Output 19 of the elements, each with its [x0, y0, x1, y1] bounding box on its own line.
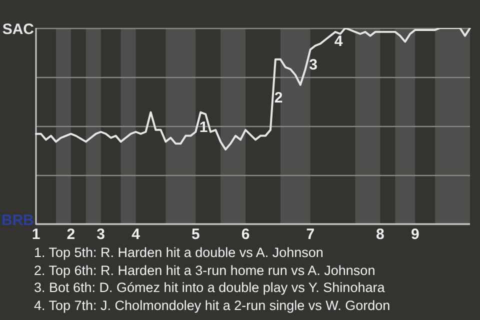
annotation: 1 — [199, 119, 208, 136]
x-tick-label: 3 — [96, 226, 106, 244]
annotation: 4 — [334, 32, 344, 50]
text: 2. Top 6th: R. Harden hit a 3-run home run vs A. Johnson — [34, 262, 376, 279]
annotation: 3 — [309, 56, 318, 74]
text: SAC — [2, 21, 34, 38]
x-tick-label: 1 — [32, 226, 40, 244]
x-tick-label: 4 — [132, 226, 141, 244]
text: 4. Top 7th: J. Cholmondoley hit a 2-run single vs W. Gordon — [34, 296, 390, 314]
x-tick-label: 9 — [410, 226, 420, 244]
x-tick-label: 2 — [66, 226, 76, 244]
x-tick-label: 6 — [241, 226, 250, 244]
text: 1. Top 5th: R. Harden hit a double vs A. Johnson — [34, 244, 324, 262]
x-tick-label: 8 — [376, 226, 384, 244]
text: BRB — [2, 212, 34, 230]
x-tick-label: 7 — [306, 226, 315, 244]
x-tick-label: 5 — [191, 226, 200, 244]
text: 3. Bot 6th: D. Gómez hit into a double play vs Y. Shinohara — [34, 279, 386, 296]
annotation: 2 — [274, 90, 283, 107]
